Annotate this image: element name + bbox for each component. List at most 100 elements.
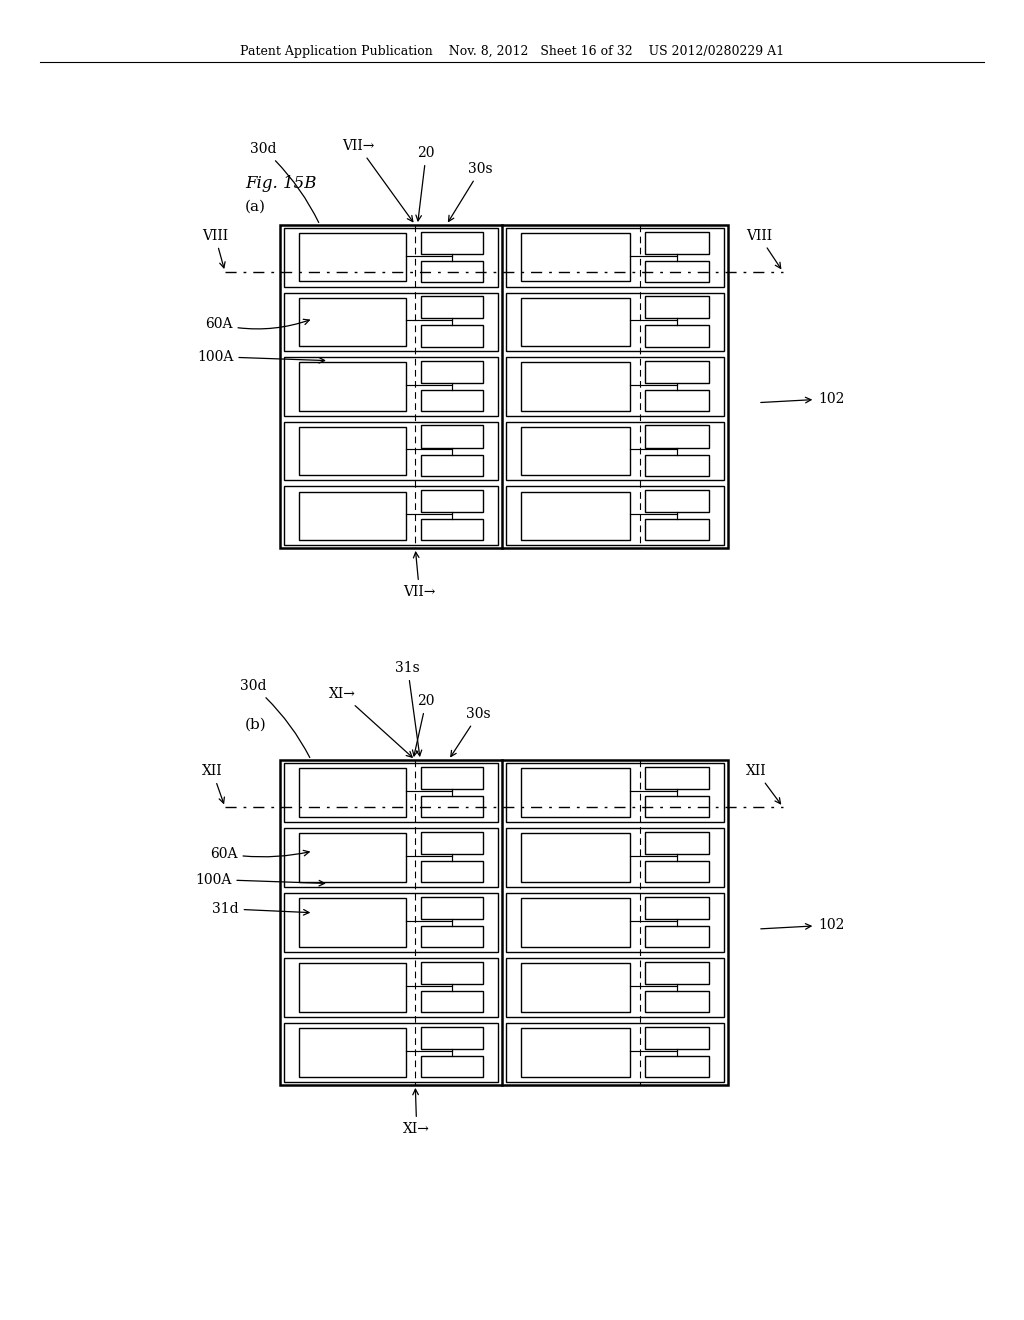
Bar — [645, 796, 709, 817]
Bar — [284, 763, 498, 822]
Bar — [421, 1027, 482, 1049]
Text: VII→: VII→ — [403, 552, 435, 599]
Bar — [299, 428, 406, 475]
Text: 102: 102 — [761, 917, 845, 932]
Text: XI→: XI→ — [329, 686, 413, 758]
Text: Fig. 15B: Fig. 15B — [245, 176, 316, 191]
Text: VIII: VIII — [202, 228, 228, 268]
Bar — [284, 894, 498, 952]
Text: 31s: 31s — [395, 661, 422, 756]
Bar — [506, 958, 724, 1016]
Bar — [421, 861, 482, 882]
Bar — [645, 861, 709, 882]
Bar — [521, 363, 630, 411]
Bar — [506, 422, 724, 480]
Bar — [506, 828, 724, 887]
Bar — [421, 490, 482, 512]
Bar — [284, 293, 498, 351]
Text: (a): (a) — [245, 201, 266, 214]
Bar — [299, 833, 406, 882]
Bar — [506, 763, 724, 822]
Bar — [645, 1056, 709, 1077]
Bar — [506, 293, 724, 351]
Bar — [645, 296, 709, 318]
Bar — [284, 958, 498, 1016]
Bar — [421, 296, 482, 318]
Bar — [421, 326, 482, 347]
Bar — [299, 768, 406, 817]
Bar — [645, 425, 709, 447]
Bar — [506, 1023, 724, 1082]
Bar — [645, 1027, 709, 1049]
Text: XII: XII — [202, 764, 224, 803]
Bar — [521, 964, 630, 1011]
Text: 30s: 30s — [449, 162, 494, 222]
Bar — [421, 896, 482, 919]
Bar — [645, 767, 709, 789]
Bar — [506, 228, 724, 286]
Text: 100A: 100A — [197, 350, 325, 363]
Bar — [421, 961, 482, 983]
Bar — [645, 896, 709, 919]
Bar — [421, 927, 482, 948]
Bar — [284, 1023, 498, 1082]
Bar — [645, 360, 709, 383]
Text: VII→: VII→ — [342, 139, 413, 222]
Bar — [284, 228, 498, 286]
Bar — [421, 796, 482, 817]
Bar — [299, 899, 406, 946]
Bar — [421, 832, 482, 854]
Bar — [645, 389, 709, 411]
Bar — [280, 224, 728, 548]
Text: 60A: 60A — [210, 846, 309, 861]
Bar — [506, 486, 724, 545]
Text: 30s: 30s — [451, 708, 490, 756]
Bar — [521, 833, 630, 882]
Text: 100A: 100A — [195, 873, 325, 887]
Bar — [421, 231, 482, 253]
Bar — [280, 760, 728, 1085]
Bar — [421, 991, 482, 1012]
Bar — [521, 234, 630, 281]
Text: 31d: 31d — [212, 902, 309, 916]
Bar — [421, 519, 482, 540]
Bar — [645, 231, 709, 253]
Bar — [506, 894, 724, 952]
Bar — [284, 422, 498, 480]
Bar — [645, 927, 709, 948]
Bar — [521, 298, 630, 346]
Bar — [421, 1056, 482, 1077]
Bar — [284, 486, 498, 545]
Bar — [421, 389, 482, 411]
Bar — [645, 454, 709, 475]
Text: (b): (b) — [245, 718, 266, 733]
Text: 30d: 30d — [250, 143, 318, 223]
Bar — [521, 768, 630, 817]
Text: 60A: 60A — [205, 317, 309, 331]
Bar — [284, 358, 498, 416]
Text: 102: 102 — [761, 392, 845, 405]
Bar — [521, 428, 630, 475]
Bar — [299, 363, 406, 411]
Bar — [421, 425, 482, 447]
Bar — [299, 298, 406, 346]
Bar — [645, 991, 709, 1012]
Text: XI→: XI→ — [403, 1089, 430, 1137]
Bar — [284, 828, 498, 887]
Bar — [421, 767, 482, 789]
Text: 20: 20 — [416, 147, 435, 220]
Bar — [421, 454, 482, 475]
Text: 30d: 30d — [240, 678, 310, 758]
Bar — [645, 961, 709, 983]
Bar — [645, 519, 709, 540]
Bar — [521, 899, 630, 946]
Bar — [421, 261, 482, 282]
Text: Patent Application Publication    Nov. 8, 2012   Sheet 16 of 32    US 2012/02802: Patent Application Publication Nov. 8, 2… — [240, 45, 784, 58]
Bar — [506, 358, 724, 416]
Bar — [645, 490, 709, 512]
Bar — [645, 832, 709, 854]
Bar — [645, 326, 709, 347]
Bar — [299, 1028, 406, 1077]
Bar — [299, 964, 406, 1011]
Bar — [421, 360, 482, 383]
